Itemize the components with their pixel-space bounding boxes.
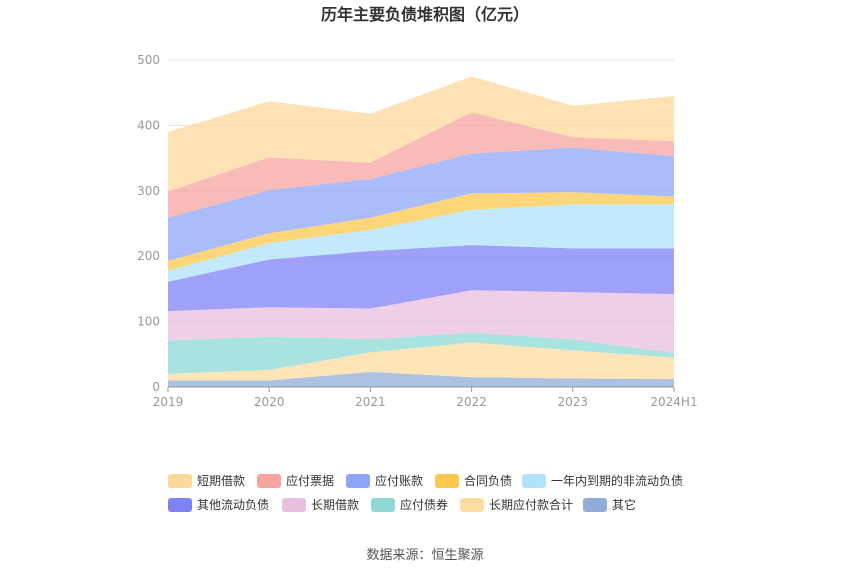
x-axis: 2019 2020 2021 2022 2023 2024H1 (153, 386, 698, 409)
legend-label[interactable]: 一年内到期的非流动负债 (551, 473, 683, 488)
legend-swatch[interactable] (371, 498, 395, 512)
legend-swatch[interactable] (168, 474, 192, 488)
area-1 (168, 371, 674, 387)
area-5 (168, 245, 674, 312)
legend-label[interactable]: 其他流动负债 (197, 498, 269, 512)
legend-swatch[interactable] (346, 474, 370, 488)
y-tick-label: 100 (137, 315, 160, 329)
area-7 (168, 192, 674, 271)
legend-label[interactable]: 合同负债 (464, 473, 512, 488)
legend-label[interactable]: 其它 (612, 497, 636, 512)
x-tick-label: 2023 (558, 395, 589, 409)
area-9 (168, 112, 674, 218)
legend-swatch[interactable] (583, 498, 607, 512)
legend-label[interactable]: 长期应付款合计 (489, 497, 573, 512)
legend-label[interactable]: 应付账款 (375, 473, 423, 488)
area-3 (168, 332, 674, 374)
area-4 (168, 290, 674, 353)
x-tick-label: 2022 (456, 395, 487, 409)
y-tick-label: 500 (137, 53, 160, 67)
source-note: 数据来源：恒生聚源 (366, 548, 483, 563)
y-tick-label: 200 (137, 249, 160, 263)
legend-swatch[interactable] (257, 474, 281, 488)
x-tick-label: 2019 (153, 395, 184, 409)
area-series (168, 76, 674, 387)
y-axis-ticks: 0 100 200 300 400 500 (137, 53, 160, 394)
legend-swatch[interactable] (522, 474, 546, 488)
legend-swatch[interactable] (282, 498, 306, 512)
legend-swatch[interactable] (460, 498, 484, 512)
x-tick-label: 2021 (355, 395, 386, 409)
y-tick-label: 300 (137, 184, 160, 198)
x-tick-label: 2020 (254, 395, 285, 409)
area-2 (168, 342, 674, 381)
legend-swatch[interactable] (168, 498, 192, 512)
legend-swatch[interactable] (435, 474, 459, 488)
legend-label[interactable]: 短期借款 (197, 474, 245, 488)
y-tick-label: 400 (137, 118, 160, 132)
chart-title: 历年主要负债堆积图（亿元） (321, 5, 529, 24)
legend-label[interactable]: 应付票据 (286, 473, 334, 488)
x-tick-label: 2024H1 (650, 395, 697, 409)
area-8 (168, 147, 674, 261)
area-10 (168, 76, 674, 192)
area-6 (168, 204, 674, 282)
legend-label[interactable]: 应付债券 (400, 497, 448, 512)
y-tick-label: 0 (152, 380, 160, 394)
legend-label[interactable]: 长期借款 (311, 498, 359, 512)
